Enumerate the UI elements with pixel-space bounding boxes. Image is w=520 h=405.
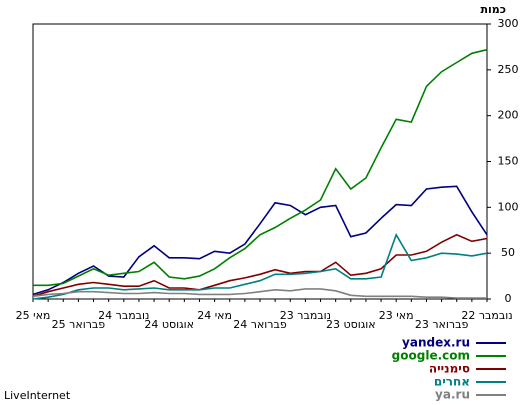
y-tick-label: 50 — [501, 246, 515, 259]
x-tick-label: פברואר 24 — [233, 318, 287, 331]
series-line — [33, 48, 488, 287]
x-tick-label: נובמבר 22 — [461, 309, 512, 322]
legend-label: סימנייה — [429, 362, 470, 376]
footer: LiveInternet — [4, 389, 71, 402]
chart-title: כמות — [481, 3, 506, 16]
y-tick-label: 150 — [498, 155, 519, 168]
series-line — [32, 232, 488, 300]
y-tick-label: 200 — [498, 109, 519, 122]
legend-label: אחרים — [434, 375, 470, 389]
x-tick-label: פברואר 23 — [415, 318, 469, 331]
legend-label: ya.ru — [435, 388, 470, 402]
y-tick-label: 300 — [498, 17, 519, 30]
x-tick-label: אוגוסט 24 — [144, 318, 194, 331]
legend-label: yandex.ru — [402, 336, 470, 350]
x-tick-label: מאי 25 — [16, 309, 51, 322]
x-tick-label: נובמבר 23 — [280, 309, 331, 322]
x-tick-label: מאי 23 — [379, 309, 414, 322]
legend-label: google.com — [392, 349, 470, 363]
series-line — [32, 185, 488, 296]
x-tick-label: אוגוסט 23 — [326, 318, 376, 331]
y-tick-label: 250 — [498, 63, 519, 76]
x-tick-label: מאי 24 — [197, 309, 232, 322]
y-tick-label: 100 — [498, 200, 519, 213]
x-tick-label: נובמבר 24 — [98, 309, 149, 322]
series-line — [32, 288, 487, 299]
series-line — [32, 233, 488, 298]
y-tick-label: 0 — [505, 292, 512, 305]
x-tick-label: פברואר 25 — [52, 318, 106, 331]
